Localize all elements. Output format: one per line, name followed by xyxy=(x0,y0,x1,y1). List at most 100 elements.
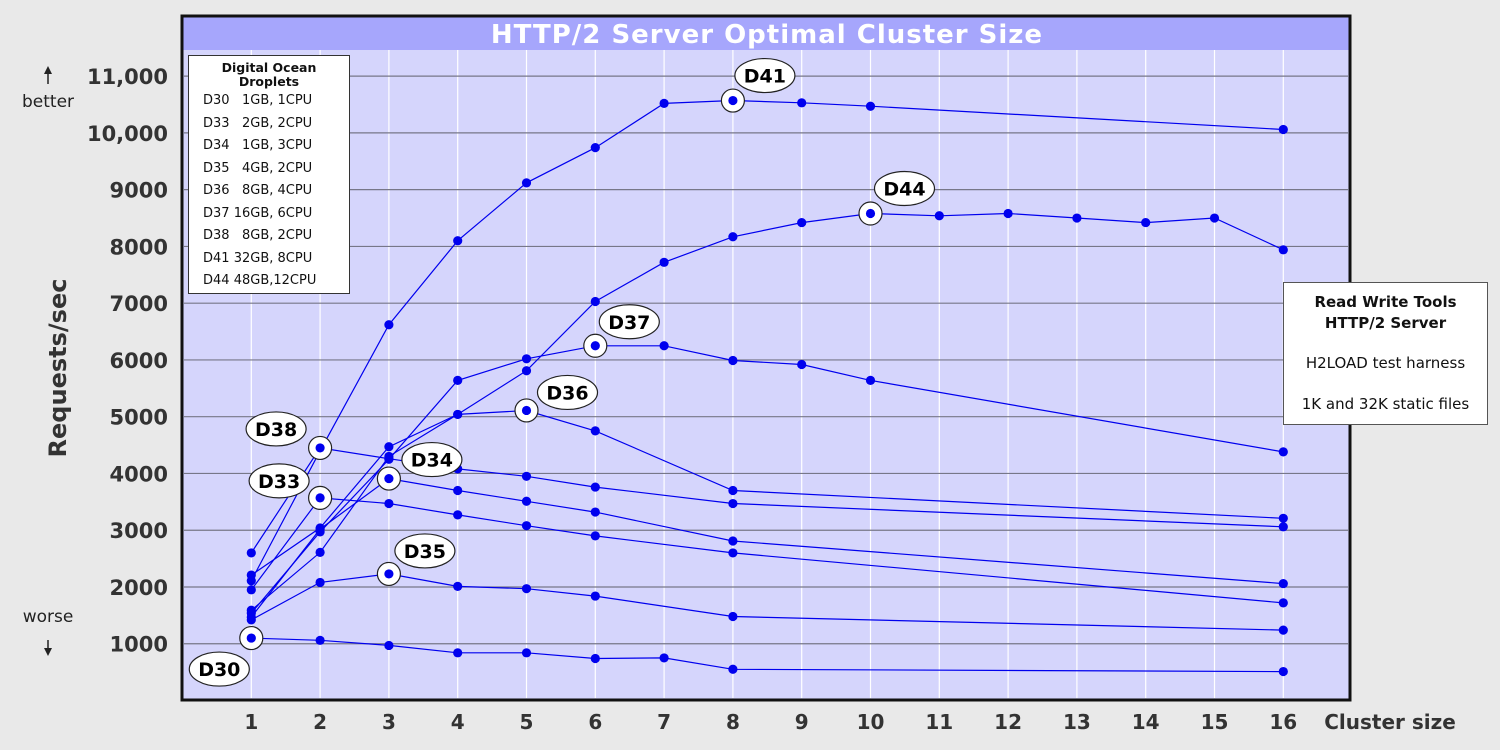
arrow-up-icon xyxy=(44,66,52,74)
data-point xyxy=(659,98,669,108)
info-line: H2LOAD test harness xyxy=(1305,354,1466,372)
data-point xyxy=(1278,578,1288,589)
callout-label: D30 xyxy=(198,659,240,681)
legend-rows: D30 1GB, 1CPU D33 2GB, 2CPU D34 1GB, 3CP… xyxy=(189,89,349,293)
data-point xyxy=(521,648,532,658)
y-axis-label: Requests/sec xyxy=(44,279,72,458)
series-line xyxy=(250,212,1284,576)
data-point xyxy=(384,442,394,452)
callout-point xyxy=(315,443,325,453)
callout-bubble xyxy=(248,463,310,499)
info-box: Read Write Tools HTTP/2 Server H2LOAD te… xyxy=(1283,282,1488,425)
x-tick-labels: 1 2 3 4 5 6 7 8 9 10 11 12 13 14 15 16 xyxy=(244,710,1297,734)
callout-point xyxy=(246,633,256,643)
data-point xyxy=(384,498,394,509)
legend-item: D35 4GB, 2CPU xyxy=(203,160,313,176)
legend-item: D36 8GB, 4CPU xyxy=(203,183,313,198)
data-point xyxy=(590,482,600,492)
data-point xyxy=(453,485,463,496)
data-point xyxy=(728,664,738,674)
data-point xyxy=(865,101,876,111)
data-point xyxy=(659,257,669,267)
data-point xyxy=(315,547,325,557)
data-point xyxy=(521,366,532,376)
data-point xyxy=(521,521,532,531)
x-axis-label: Cluster size xyxy=(1324,710,1456,734)
x-tick-label: 3 xyxy=(382,710,396,734)
data-point xyxy=(1209,213,1220,223)
legend: Digital Ocean Droplets D30 1GB, 1CPU D33… xyxy=(188,55,350,294)
data-point xyxy=(728,485,738,496)
callout-d35: D35 xyxy=(376,533,456,587)
data-point xyxy=(1072,213,1082,223)
chart-title: HTTP/2 Server Optimal Cluster Size xyxy=(491,20,1043,50)
data-point xyxy=(1278,625,1288,635)
callout-bubble xyxy=(394,533,456,569)
data-point xyxy=(315,523,325,533)
data-point xyxy=(521,354,532,364)
callout-bubble xyxy=(734,57,796,94)
data-point xyxy=(453,581,463,592)
callout-d38: D38 xyxy=(245,411,333,461)
callout-point xyxy=(865,208,876,219)
x-tick-label: 7 xyxy=(657,710,671,734)
callout-d34: D34 xyxy=(376,441,463,491)
info-line: 1K and 32K static files xyxy=(1301,395,1470,413)
y-tick-label: 3000 xyxy=(110,519,168,543)
data-point xyxy=(1278,245,1288,255)
x-tick-label: 9 xyxy=(795,710,809,734)
x-tick-label: 16 xyxy=(1269,710,1297,734)
callout-label: D41 xyxy=(744,66,786,88)
x-tick-label: 8 xyxy=(726,710,740,734)
plot-background xyxy=(182,16,1350,700)
data-point xyxy=(728,498,738,509)
data-point xyxy=(246,570,256,580)
callout-bubble xyxy=(401,441,463,478)
callout-label: D33 xyxy=(258,471,300,493)
data-point xyxy=(246,585,256,595)
x-tick-label: 1 xyxy=(244,710,258,734)
grid xyxy=(184,50,1348,698)
worse-indicator: worse xyxy=(23,607,74,656)
data-point xyxy=(315,577,325,588)
series-line xyxy=(250,409,1284,611)
callout-bubble xyxy=(188,651,250,687)
legend-item: D44 48GB,12CPU xyxy=(203,273,317,288)
callout-d33: D33 xyxy=(248,463,333,510)
data-point xyxy=(590,143,600,153)
x-tick-label: 14 xyxy=(1132,710,1160,734)
series-line xyxy=(250,477,1284,618)
y-tick-label: 8000 xyxy=(110,235,168,259)
data-point xyxy=(728,548,738,558)
y-tick-label: 4000 xyxy=(110,462,168,486)
callout-bubble xyxy=(873,170,936,207)
callout-d37: D37 xyxy=(583,304,660,358)
data-point xyxy=(384,640,394,651)
data-point xyxy=(728,536,738,546)
callout-d36: D36 xyxy=(514,374,599,423)
data-point xyxy=(797,217,807,228)
y-tick-label: 6000 xyxy=(110,349,168,373)
legend-item: D41 32GB, 8CPU xyxy=(203,250,313,266)
y-tick-label: 1000 xyxy=(110,633,168,657)
callout-point xyxy=(521,405,532,416)
legend-item: D30 1GB, 1CPU xyxy=(203,93,313,108)
better-label: better xyxy=(22,92,74,112)
callout-d30: D30 xyxy=(188,625,264,687)
arrow-down-icon xyxy=(44,648,52,656)
worse-label: worse xyxy=(23,607,74,627)
data-point xyxy=(659,341,669,351)
data-point xyxy=(1003,208,1013,219)
data-point xyxy=(521,584,532,594)
data-point xyxy=(246,615,256,625)
data-point xyxy=(521,496,532,506)
data-point xyxy=(521,471,532,481)
data-point xyxy=(728,232,738,242)
data-point xyxy=(453,510,463,520)
better-indicator: better xyxy=(22,66,74,112)
data-point xyxy=(521,178,532,188)
data-point xyxy=(590,591,600,601)
data-point xyxy=(590,653,600,664)
data-point xyxy=(384,320,394,330)
